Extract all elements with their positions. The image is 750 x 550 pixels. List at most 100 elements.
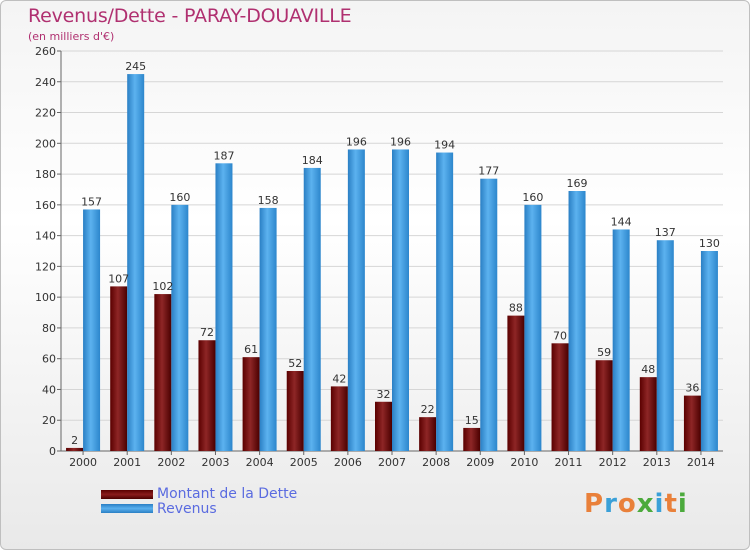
x-tick-label: 2002 bbox=[157, 456, 185, 469]
value-label-debt: 32 bbox=[377, 388, 391, 401]
bar-revenue bbox=[347, 149, 365, 451]
y-tick-label: 220 bbox=[35, 107, 56, 120]
bar-debt bbox=[154, 294, 172, 451]
proxiti-logo: Proxiti bbox=[584, 489, 688, 519]
value-label-debt: 59 bbox=[597, 346, 611, 359]
bar-revenue bbox=[215, 163, 233, 452]
bars bbox=[66, 74, 718, 452]
bar-revenue bbox=[568, 191, 586, 451]
bar-debt bbox=[419, 417, 437, 451]
value-label-debt: 2 bbox=[71, 434, 78, 447]
bar-revenue bbox=[303, 167, 321, 451]
value-label-revenue: 160 bbox=[522, 191, 543, 204]
bar-revenue bbox=[612, 229, 630, 451]
value-label-debt: 102 bbox=[152, 280, 173, 293]
value-label-revenue: 245 bbox=[125, 60, 146, 73]
bar-revenue bbox=[480, 178, 498, 451]
legend-label-revenue: Revenus bbox=[157, 501, 217, 517]
axes: 0 20 40 60 80 100 120 140 160 180 200 220 240 260 2000… bbox=[35, 45, 723, 469]
y-tick-label: 160 bbox=[35, 199, 56, 212]
bar-revenue bbox=[700, 251, 718, 451]
bar-debt bbox=[66, 447, 84, 451]
bar-revenue bbox=[436, 152, 454, 452]
x-tick-label: 2007 bbox=[378, 456, 406, 469]
bar-debt bbox=[507, 315, 525, 451]
bar-debt bbox=[639, 377, 657, 451]
value-label-revenue: 130 bbox=[699, 237, 720, 250]
bar-debt bbox=[683, 395, 701, 451]
value-label-debt: 36 bbox=[685, 382, 699, 395]
value-label-revenue: 184 bbox=[302, 154, 323, 167]
bar-revenue bbox=[127, 74, 145, 452]
value-label-revenue: 160 bbox=[169, 191, 190, 204]
value-label-debt: 61 bbox=[244, 343, 258, 356]
value-label-debt: 52 bbox=[288, 357, 302, 370]
x-tick-label: 2003 bbox=[201, 456, 229, 469]
bar-debt bbox=[242, 357, 260, 451]
chart-subtitle: (en milliers d'€) bbox=[28, 30, 115, 43]
value-label-debt: 15 bbox=[465, 414, 479, 427]
x-tick-label: 2011 bbox=[555, 456, 583, 469]
bar-revenue bbox=[83, 209, 101, 451]
value-label-debt: 72 bbox=[200, 326, 214, 339]
value-label-revenue: 187 bbox=[213, 149, 234, 162]
y-tick-label: 260 bbox=[35, 45, 56, 58]
x-tick-label: 2001 bbox=[113, 456, 141, 469]
x-tick-label: 2000 bbox=[69, 456, 97, 469]
bar-revenue bbox=[259, 207, 277, 451]
x-tick-label: 2010 bbox=[510, 456, 538, 469]
bar-revenue bbox=[656, 240, 674, 451]
bar-revenue bbox=[171, 204, 189, 451]
bar-revenue bbox=[392, 149, 409, 451]
value-label-revenue: 177 bbox=[478, 165, 499, 178]
x-tick-label: 2005 bbox=[290, 456, 318, 469]
y-tick-label: 120 bbox=[35, 260, 56, 273]
y-tick-label: 0 bbox=[49, 445, 56, 458]
y-tick-label: 80 bbox=[42, 322, 56, 335]
value-label-revenue: 169 bbox=[567, 177, 588, 190]
x-tick-label: 2006 bbox=[334, 456, 362, 469]
value-label-revenue: 157 bbox=[81, 195, 102, 208]
y-tick-label: 180 bbox=[35, 168, 56, 181]
y-tick-label: 20 bbox=[42, 414, 56, 427]
x-tick-label: 2014 bbox=[687, 456, 715, 469]
bar-debt bbox=[110, 286, 128, 451]
value-labels: 2 157 107 245 102 160 72 187 61 158 52 184 42 196 32 19… bbox=[71, 60, 720, 447]
legend-swatch-revenue bbox=[101, 504, 153, 513]
y-tick-label: 200 bbox=[35, 137, 56, 150]
bar-debt bbox=[198, 340, 216, 451]
bar-debt bbox=[595, 360, 613, 451]
value-label-debt: 48 bbox=[641, 363, 655, 376]
bar-debt bbox=[286, 371, 304, 451]
value-label-debt: 107 bbox=[108, 272, 129, 285]
value-label-revenue: 194 bbox=[434, 139, 455, 152]
value-label-revenue: 158 bbox=[258, 194, 279, 207]
chart-title: Revenus/Dette - PARAY-DOUAVILLE bbox=[28, 5, 352, 27]
value-label-revenue: 196 bbox=[390, 135, 411, 148]
x-tick-label: 2004 bbox=[246, 456, 274, 469]
value-label-debt: 70 bbox=[553, 329, 567, 342]
value-label-debt: 22 bbox=[421, 403, 435, 416]
y-tick-label: 140 bbox=[35, 230, 56, 243]
x-tick-label: 2009 bbox=[466, 456, 494, 469]
y-tick-label: 240 bbox=[35, 76, 56, 89]
value-label-revenue: 137 bbox=[655, 226, 676, 239]
bar-debt bbox=[551, 343, 569, 451]
bar-debt bbox=[375, 401, 392, 451]
y-tick-label: 100 bbox=[35, 291, 56, 304]
legend-swatch-debt bbox=[101, 490, 153, 499]
x-tick-label: 2008 bbox=[422, 456, 450, 469]
bar-debt bbox=[330, 386, 348, 451]
value-label-debt: 88 bbox=[509, 302, 523, 315]
y-tick-label: 40 bbox=[42, 383, 56, 396]
value-label-revenue: 144 bbox=[611, 215, 632, 228]
value-label-debt: 42 bbox=[332, 372, 346, 385]
bar-revenue bbox=[524, 204, 542, 451]
x-tick-label: 2013 bbox=[643, 456, 671, 469]
legend-label-debt: Montant de la Dette bbox=[157, 486, 298, 502]
x-tick-label: 2012 bbox=[599, 456, 627, 469]
value-label-revenue: 196 bbox=[346, 135, 367, 148]
y-tick-label: 60 bbox=[42, 353, 56, 366]
